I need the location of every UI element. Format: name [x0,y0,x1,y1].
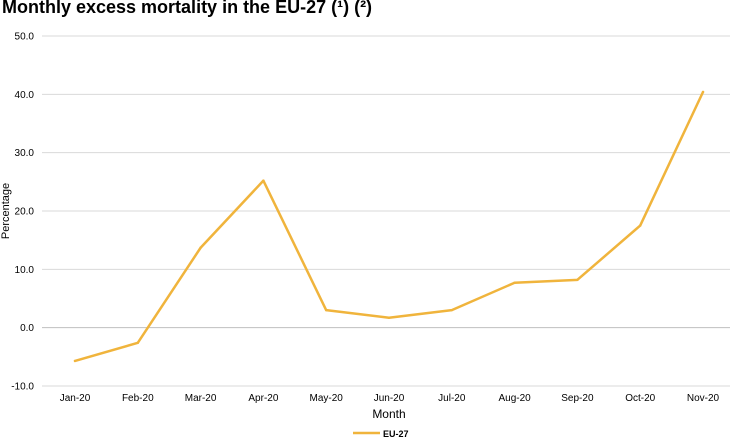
x-axis-title: Month [372,407,405,421]
x-tick-label: May-20 [310,393,344,404]
chart-title: Monthly excess mortality in the EU-27 (¹… [2,0,373,17]
x-axis-tick-labels: Jan-20 Feb-20 Mar-20 Apr-20 May-20 Jun-20 Jul-… [60,393,720,404]
data-point [199,246,202,249]
series-lines [73,90,705,363]
x-tick-label: Mar-20 [185,393,217,404]
data-point [262,179,265,182]
x-tick-label: Nov-20 [687,393,720,404]
y-tick-label: 10.0 [15,265,35,276]
y-tick-label: -10.0 [11,382,34,393]
y-tick-label: 20.0 [15,207,35,218]
y-axis-tick-labels: -10.0 0.0 10.0 20.0 30.0 40.0 50.0 [11,32,34,393]
x-tick-label: Feb-20 [122,393,154,404]
y-axis-title: Percentage [0,183,12,239]
x-tick-label: Oct-20 [625,393,655,404]
data-point [450,308,453,312]
x-tick-label: Jun-20 [374,393,405,404]
y-tick-label: 0.0 [20,323,34,334]
data-point [513,281,516,284]
x-tick-label: Jan-20 [60,393,91,404]
data-point [576,278,579,282]
data-point [639,224,642,227]
y-tick-label: 50.0 [15,32,35,43]
data-point [136,341,139,345]
legend-label: EU-27 [383,429,409,439]
y-tick-label: 30.0 [15,148,35,159]
x-tick-label: Sep-20 [561,393,594,404]
data-point [325,308,328,312]
x-tick-label: Jul-20 [438,393,466,404]
legend: EU-27 [353,429,409,439]
x-tick-label: Aug-20 [498,393,531,404]
series-line [73,90,705,363]
data-point [73,359,77,363]
gridlines [42,35,730,387]
y-tick-label: 40.0 [15,90,35,101]
x-tick-label: Apr-20 [248,393,278,404]
data-point [701,90,705,94]
data-point [387,316,391,319]
